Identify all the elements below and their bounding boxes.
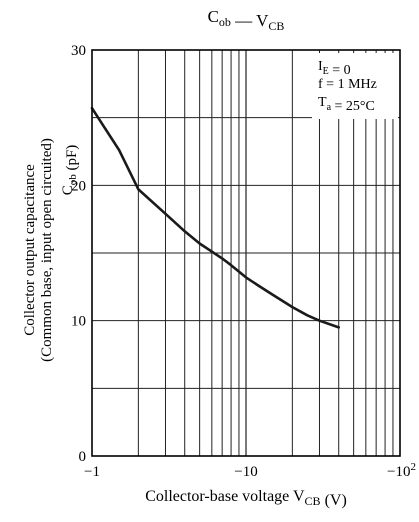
chart-title: Cob — VCB xyxy=(208,7,285,33)
x-tick-label: −1 xyxy=(84,464,100,480)
y-tick-label: 10 xyxy=(71,314,86,330)
y-axis-label-line1: Collector output capacitance xyxy=(22,164,38,336)
x-tick-label: −102 xyxy=(387,461,416,480)
condition-line: Ta = 25°C xyxy=(318,95,375,114)
tick-labels: 0 10 20 30 −1 −10 −102 xyxy=(71,43,416,480)
y-tick-label: 30 xyxy=(71,43,86,59)
y-axis-label-line2: (Common base, input open circuited) xyxy=(39,138,55,362)
chart-text: Cob — VCB Collector-base voltage VCB (V) C… xyxy=(22,7,398,509)
y-tick-label: 20 xyxy=(71,178,86,194)
x-axis-label: Collector-base voltage VCB (V) xyxy=(145,488,347,509)
condition-line: IE = 0 xyxy=(318,59,351,78)
plot-frame xyxy=(91,49,401,457)
y-axis-symbol-unit: Cob (pF) xyxy=(60,145,80,196)
condition-line: f = 1 MHz xyxy=(318,77,377,92)
conditions-box xyxy=(312,53,398,119)
x-tick-label: −10 xyxy=(234,464,257,480)
capacitance-curve xyxy=(90,106,341,329)
curve-layer xyxy=(90,106,341,329)
y-tick-label: 0 xyxy=(79,449,87,465)
